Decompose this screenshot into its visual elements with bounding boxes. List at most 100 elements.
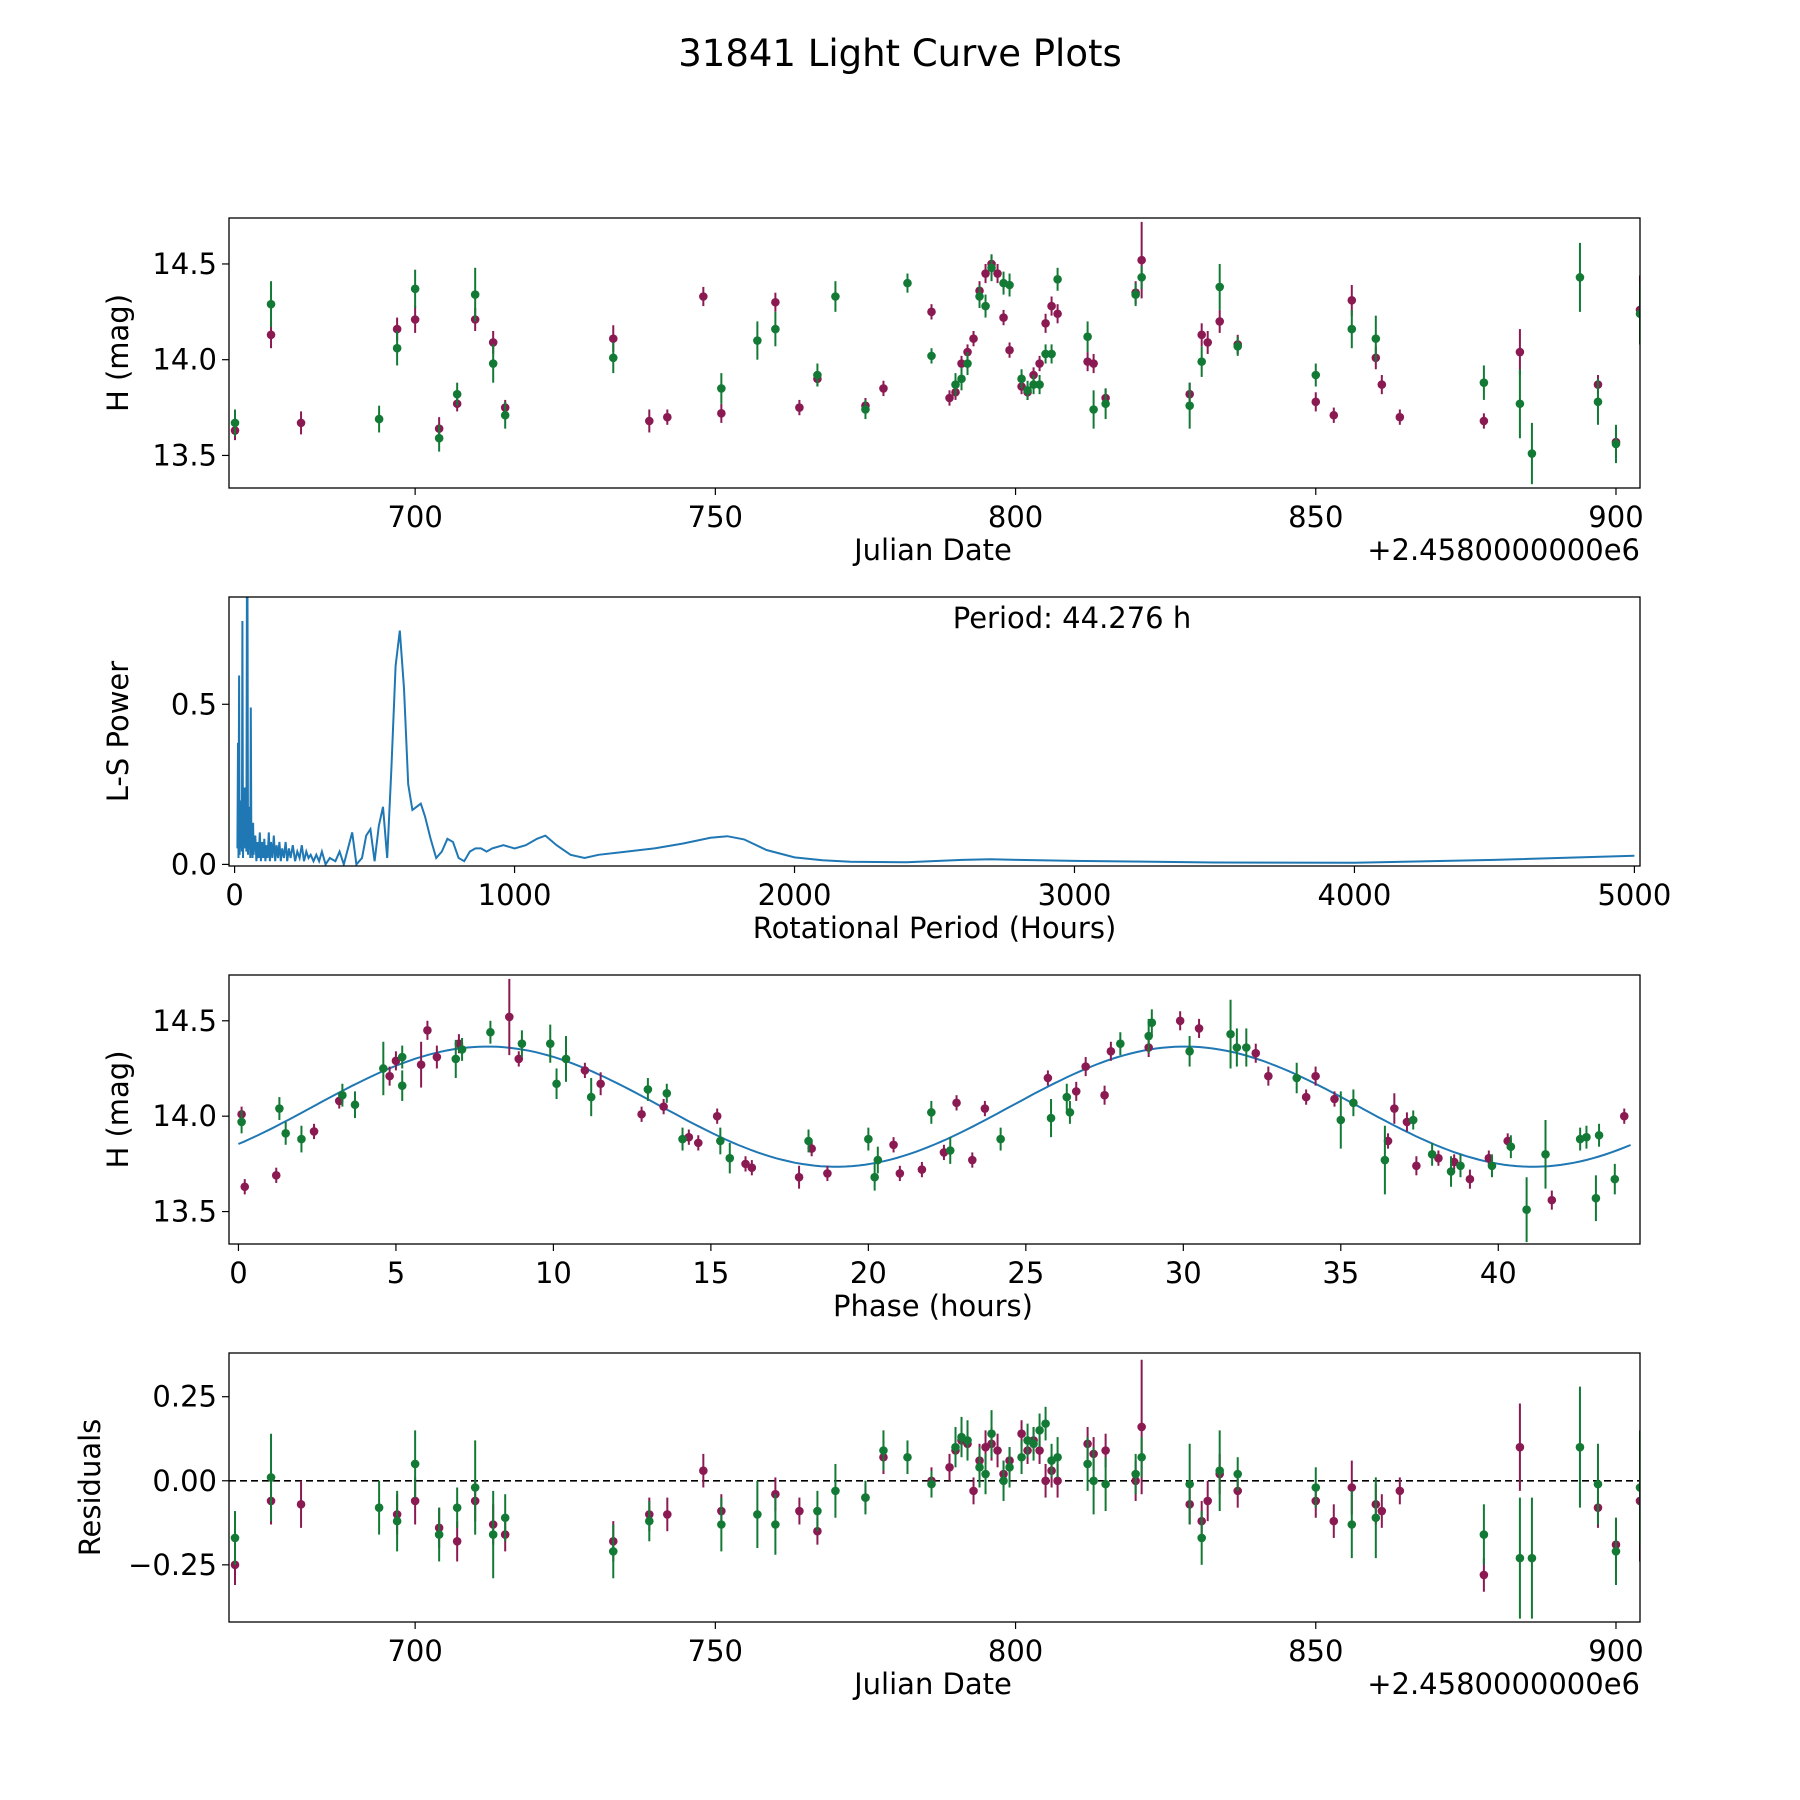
data-point-green (561, 1054, 571, 1064)
y-tick-label: 14.5 (152, 1004, 217, 1038)
data-point-magenta (945, 1463, 954, 1472)
panels-group: 700 750 800 850 900 13.5 14.0 14.5 Julian Date H … (73, 217, 1671, 1701)
data-point-magenta (967, 1155, 977, 1165)
data-point-magenta (240, 1182, 250, 1192)
data-point-green (1506, 1142, 1516, 1152)
data-point-green (1185, 1047, 1194, 1056)
y-axis-label: L-S Power (101, 661, 135, 802)
data-point-magenta (1465, 1174, 1475, 1184)
y-tick-label: 14.0 (152, 343, 217, 377)
data-point-magenta (771, 1489, 780, 1499)
data-point-green (1427, 1150, 1437, 1159)
data-point-magenta (1005, 345, 1014, 355)
x-tick-label: 700 (387, 1634, 442, 1668)
data-point-green (1591, 1193, 1601, 1203)
data-point-green (951, 1442, 960, 1452)
data-point-green (1137, 1452, 1146, 1462)
data-point-green (1611, 1547, 1621, 1556)
data-point-green (1347, 324, 1357, 334)
x-tick-label: 800 (988, 500, 1043, 534)
data-point-magenta (1377, 380, 1387, 389)
data-point-magenta (1515, 347, 1525, 357)
data-point-green (831, 1486, 840, 1496)
data-point-green (1232, 1043, 1242, 1052)
data-point-green (1083, 332, 1092, 342)
x-axis-label: Julian Date (852, 533, 1012, 567)
data-point-magenta (895, 1169, 905, 1178)
data-point-green (451, 1054, 461, 1064)
x-tick-label: 800 (988, 1634, 1043, 1668)
data-point-green (1226, 1029, 1235, 1039)
data-point-magenta (385, 1071, 394, 1081)
data-point-green (951, 380, 960, 389)
data-point-green (237, 1117, 246, 1127)
data-point-green (1089, 1476, 1098, 1486)
data-point-magenta (1137, 1422, 1146, 1432)
data-point-green (1035, 380, 1044, 389)
data-point-green (500, 410, 510, 420)
data-point-magenta (1395, 1486, 1405, 1496)
data-point-magenta (1053, 1476, 1062, 1486)
data-point-green (1101, 1479, 1110, 1489)
data-point-green (717, 1520, 726, 1529)
data-point-green (1116, 1039, 1125, 1048)
data-point-magenta (392, 324, 402, 334)
y-tick-label: 14.5 (152, 247, 217, 281)
data-point-magenta (296, 1500, 306, 1509)
data-point-green (1349, 1098, 1358, 1108)
data-point-green (1515, 1553, 1525, 1563)
data-point-green (1593, 397, 1603, 407)
data-point-magenta (1100, 1090, 1109, 1100)
data-point-magenta (416, 1060, 426, 1069)
data-point-green (1215, 282, 1225, 292)
data-point-magenta (794, 1172, 804, 1182)
data-point-magenta (1203, 338, 1212, 347)
lightcurve-panel: 700 750 800 850 900 13.5 14.0 14.5 Julian Date H … (101, 217, 1644, 567)
y-tick-label: 0.00 (152, 1464, 217, 1498)
data-point-green (771, 324, 780, 334)
data-point-magenta (1479, 1570, 1489, 1580)
data-point-magenta (663, 1510, 672, 1519)
data-point-green (1635, 1483, 1640, 1492)
data-point-magenta (608, 334, 618, 343)
data-point-green (999, 1476, 1008, 1486)
data-point-green (957, 374, 966, 384)
data-point-green (230, 418, 240, 428)
x-tick-label: 850 (1288, 500, 1343, 534)
data-point-green (470, 1483, 480, 1492)
data-point-green (975, 292, 984, 301)
data-point-magenta (644, 416, 654, 426)
data-point-green (678, 1134, 687, 1144)
data-point-green (266, 1473, 276, 1482)
data-point-green (903, 278, 912, 288)
data-point-magenta (391, 1056, 401, 1066)
data-point-magenta (271, 1171, 281, 1180)
data-point-magenta (1017, 1429, 1026, 1438)
data-point-green (1242, 1043, 1251, 1052)
data-point-green (725, 1153, 735, 1163)
data-point-magenta (659, 1102, 668, 1111)
data-point-magenta (1301, 1092, 1311, 1102)
data-point-magenta (917, 1165, 927, 1174)
data-point-green (374, 1503, 384, 1512)
data-point-magenta (1137, 255, 1146, 265)
data-point-green (813, 1506, 822, 1516)
x-tick-label: 35 (1322, 1256, 1359, 1290)
data-point-green (457, 1045, 467, 1054)
data-point-green (1456, 1161, 1465, 1171)
data-point-green (281, 1129, 290, 1138)
data-point-magenta (1215, 317, 1225, 326)
data-point-green (434, 433, 444, 443)
y-tick-label: 0.25 (152, 1380, 217, 1414)
plot-frame (228, 1352, 1641, 1623)
plot-data (237, 978, 1631, 1243)
data-point-green (1575, 273, 1585, 282)
data-point-green (864, 1134, 873, 1144)
data-point-green (1062, 1092, 1072, 1102)
data-point-green (945, 1146, 955, 1155)
data-point-green (1035, 1426, 1044, 1435)
x-tick-label: 5000 (1597, 878, 1671, 912)
data-point-green (545, 1039, 555, 1048)
y-tick-label: 14.0 (152, 1099, 217, 1133)
